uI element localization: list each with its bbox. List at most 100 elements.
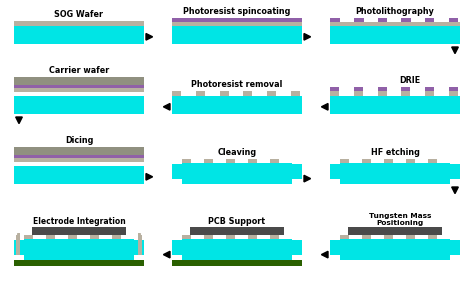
Bar [204,235,213,239]
Bar [450,240,460,255]
Bar [136,92,143,96]
Bar [428,159,438,163]
Bar [49,92,56,96]
Bar [292,164,302,179]
Text: Cleaving: Cleaving [218,148,256,157]
Bar [32,227,126,235]
Bar [449,18,458,22]
Bar [172,22,302,26]
Bar [14,166,144,184]
Bar [14,240,24,255]
Polygon shape [452,187,458,194]
Polygon shape [321,251,328,258]
Text: HF etching: HF etching [371,148,419,157]
Bar [112,235,121,239]
Bar [378,87,387,91]
Bar [172,18,302,22]
Bar [291,91,300,96]
Bar [248,159,257,163]
Polygon shape [452,47,458,54]
Bar [340,235,349,239]
Bar [348,227,442,235]
Bar [190,227,284,235]
Bar [204,159,213,163]
Bar [182,239,292,260]
Text: Carrier wafer: Carrier wafer [49,66,109,75]
Text: Electrode Integration: Electrode Integration [33,217,126,226]
Bar [363,159,371,163]
Bar [14,92,21,96]
Polygon shape [304,175,310,182]
Bar [330,164,340,179]
Bar [384,159,393,163]
Polygon shape [146,34,153,40]
Bar [14,260,144,266]
Bar [83,92,91,96]
Bar [46,235,55,239]
Bar [401,91,410,96]
Bar [49,162,56,166]
Bar [14,26,144,44]
Polygon shape [304,34,310,40]
Bar [66,92,73,96]
Bar [172,96,302,114]
Bar [248,235,257,239]
Bar [340,159,349,163]
Text: DRIE: DRIE [400,76,420,85]
Bar [14,88,144,92]
Bar [100,162,108,166]
Bar [14,158,144,162]
Bar [330,240,340,255]
Bar [354,91,363,96]
Text: Tungsten Mass
Positioning: Tungsten Mass Positioning [369,213,431,226]
Bar [14,162,21,166]
Bar [330,91,339,96]
Bar [134,240,144,255]
Bar [14,77,144,85]
Bar [24,239,134,260]
Bar [14,155,144,158]
Bar [363,235,371,239]
Bar [425,18,435,22]
Bar [378,91,387,96]
Bar [118,162,125,166]
Bar [407,159,415,163]
Text: PCB Support: PCB Support [209,217,265,226]
Bar [83,162,91,166]
Bar [182,235,191,239]
Bar [66,162,73,166]
Bar [401,87,410,91]
Text: Photoresist spincoating: Photoresist spincoating [183,7,291,16]
Bar [227,235,235,239]
Bar [354,18,364,22]
Bar [136,162,143,166]
Bar [292,240,302,255]
Bar [354,87,363,91]
Bar [14,21,144,26]
Bar [172,240,182,255]
Polygon shape [321,103,328,110]
Text: SOG Wafer: SOG Wafer [55,10,103,19]
Bar [220,91,228,96]
Bar [271,235,279,239]
Bar [91,235,99,239]
Bar [428,235,438,239]
Bar [14,96,144,114]
Bar [340,163,450,184]
Bar [196,91,205,96]
Bar [330,96,460,114]
Bar [425,91,434,96]
Bar [227,159,235,163]
Bar [172,164,182,179]
Bar [25,235,33,239]
Bar [182,159,191,163]
Bar [330,87,339,91]
Bar [172,26,302,44]
Bar [173,91,182,96]
Bar [14,85,144,88]
Polygon shape [164,251,170,258]
Bar [401,18,411,22]
Bar [425,87,434,91]
Bar [16,233,20,255]
Bar [449,91,457,96]
